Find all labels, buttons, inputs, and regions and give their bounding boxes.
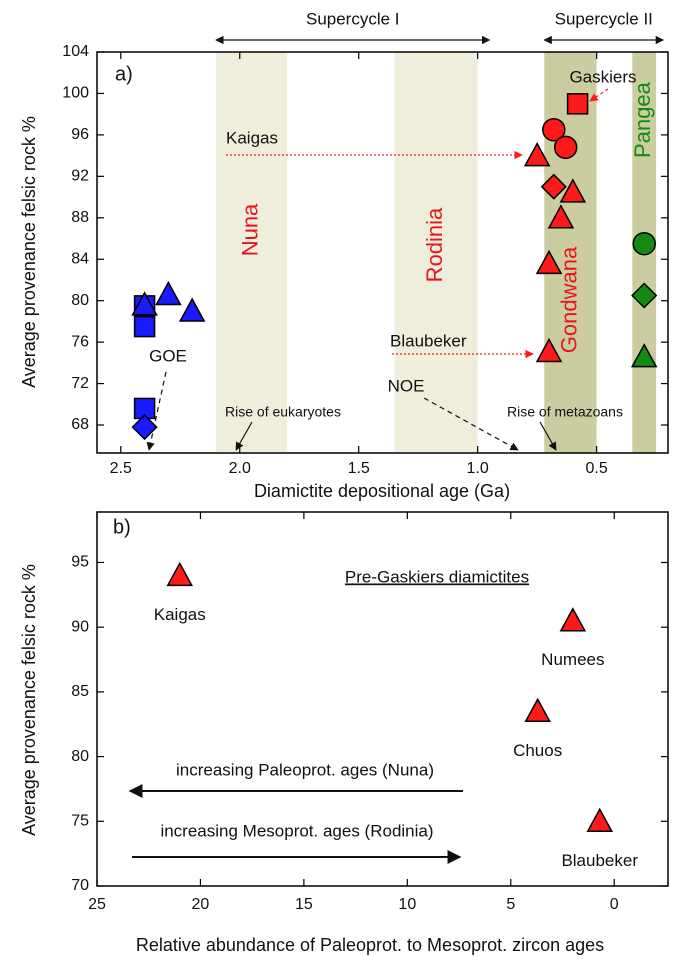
- y-tick-label: 92: [71, 168, 89, 185]
- annotation-arrow: [235, 421, 253, 451]
- y-tick-label: 72: [71, 375, 89, 392]
- x-tick-label: 1.0: [467, 460, 489, 477]
- annotation: increasing Mesoprot. ages (Rodinia): [160, 821, 433, 840]
- point-label: Blaubeker: [561, 851, 638, 870]
- y-tick-label: 90: [71, 618, 89, 635]
- marker-triangle: [559, 607, 587, 632]
- marker-diamond: [540, 173, 567, 200]
- band-label: Nuna: [237, 203, 262, 256]
- marker-triangle: [524, 697, 551, 723]
- annotation: Rise of eukaryotes: [225, 404, 341, 420]
- period-band: [394, 52, 478, 453]
- annotation: Kaigas: [226, 128, 278, 147]
- y-tick-label: 95: [71, 554, 89, 571]
- point-label: Numees: [541, 650, 604, 669]
- x-axis-title: Diamictite depositional age (Ga): [254, 481, 510, 501]
- marker-triangle: [559, 178, 587, 203]
- x-tick-label: 25: [88, 896, 106, 913]
- y-tick-label: 85: [71, 683, 89, 700]
- point-label: Kaigas: [154, 605, 206, 624]
- annotation-arrow: [146, 371, 167, 451]
- y-tick-label: 80: [71, 292, 89, 309]
- band-label: Pangea: [630, 81, 655, 158]
- y-tick-label: 88: [71, 209, 89, 226]
- band-label: Gondwana: [556, 246, 581, 353]
- annotation: GOE: [149, 346, 187, 365]
- x-axis-title: Relative abundance of Paleoprot. to Meso…: [136, 935, 604, 955]
- marker-triangle: [535, 249, 563, 275]
- marker-triangle: [523, 142, 551, 167]
- marker-triangle: [547, 204, 575, 229]
- y-axis-title: Average provenance felsic rock %: [19, 116, 39, 388]
- x-tick-label: 2.0: [229, 460, 251, 477]
- supercycle-label: Supercycle I: [306, 9, 400, 28]
- y-tick-label: 84: [71, 250, 89, 267]
- panel-label: b): [113, 516, 131, 538]
- marker-square: [133, 315, 156, 338]
- marker-triangle: [131, 291, 158, 316]
- marker-triangle: [535, 337, 563, 363]
- x-tick-label: 20: [192, 896, 210, 913]
- marker-diamond: [131, 414, 158, 441]
- marker-triangle: [166, 561, 194, 587]
- x-tick-label: 5: [506, 896, 515, 913]
- y-axis-title: Average provenance felsic rock %: [19, 564, 39, 836]
- plot-frame: [96, 51, 669, 454]
- annotation: NOE: [388, 376, 425, 395]
- marker-circle: [542, 117, 566, 142]
- annotation: Blaubeker: [390, 331, 467, 350]
- x-tick-label: 10: [398, 896, 416, 913]
- marker-circle: [553, 135, 578, 160]
- x-tick-label: 15: [295, 896, 313, 913]
- panel-label: a): [115, 63, 133, 85]
- annotation-arrow: [589, 88, 609, 102]
- marker-circle: [632, 231, 656, 256]
- y-tick-label: 75: [71, 813, 89, 830]
- y-tick-label: 96: [71, 126, 89, 143]
- marker-diamond: [631, 282, 658, 309]
- annotation: Rise of metazoans: [507, 404, 623, 420]
- marker-triangle: [630, 343, 658, 368]
- point-label: Chuos: [513, 741, 562, 760]
- y-tick-label: 76: [71, 333, 89, 350]
- marker-triangle: [178, 297, 206, 322]
- y-tick-label: 100: [62, 85, 89, 102]
- x-tick-label: 0: [610, 896, 619, 913]
- x-tick-label: 1.5: [348, 460, 370, 477]
- plot-frame: [96, 511, 669, 887]
- x-tick-label: 0.5: [586, 460, 608, 477]
- annotation: increasing Paleoprot. ages (Nuna): [176, 760, 434, 779]
- y-tick-label: 68: [71, 416, 89, 433]
- y-tick-label: 104: [62, 43, 89, 60]
- marker-triangle: [155, 280, 182, 306]
- period-band: [215, 52, 288, 453]
- x-tick-label: 2.5: [110, 460, 132, 477]
- marker-triangle: [586, 807, 613, 833]
- subtitle: Pre-Gaskiers diamictites: [345, 567, 529, 586]
- marker-square: [566, 93, 589, 115]
- y-tick-label: 80: [71, 748, 89, 765]
- annotation: Gaskiers: [569, 67, 636, 86]
- annotation-arrow: [539, 421, 557, 451]
- y-tick-label: 70: [71, 877, 89, 894]
- supercycle-label: Supercycle II: [555, 9, 653, 28]
- band-label: Rodinia: [422, 207, 447, 282]
